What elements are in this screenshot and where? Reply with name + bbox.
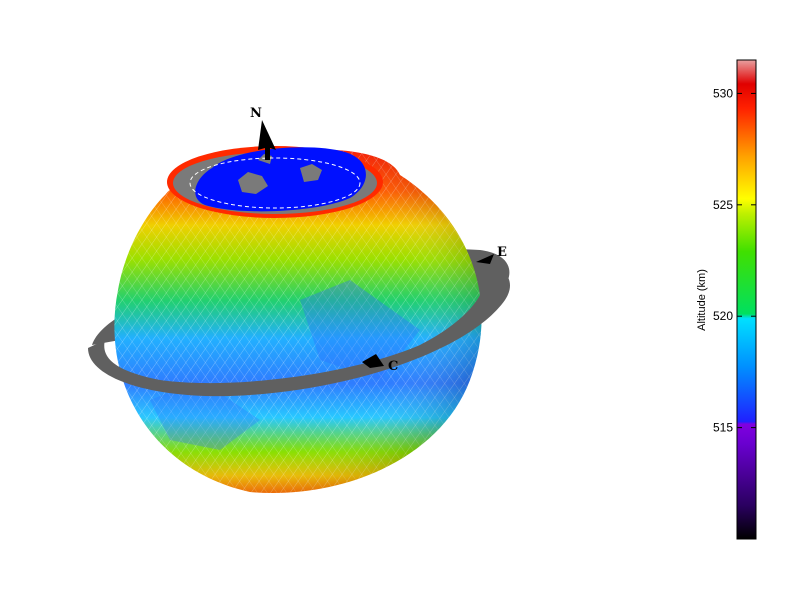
east-label: E: [497, 245, 507, 260]
east-arrow-icon: [476, 254, 494, 264]
colorbar: 515 520 525 530 Altitude (km): [696, 59, 757, 540]
center-label: C: [388, 359, 398, 374]
colorbar-tick-label: 520: [713, 309, 733, 323]
north-arrow-icon: [258, 120, 276, 160]
colorbar-title: Altitude (km): [696, 269, 708, 331]
orbit-ring-front: [88, 265, 510, 397]
colorbar-tick-label: 525: [713, 198, 733, 212]
center-arrow-icon: [362, 354, 384, 368]
north-label: N: [250, 106, 262, 121]
polar-map-cap: [167, 146, 383, 218]
colorbar-tick-label: 515: [713, 421, 733, 435]
colorbar-tick-label: 530: [713, 86, 733, 100]
altitude-globe: [114, 149, 482, 494]
colorbar-scale: [736, 59, 757, 540]
